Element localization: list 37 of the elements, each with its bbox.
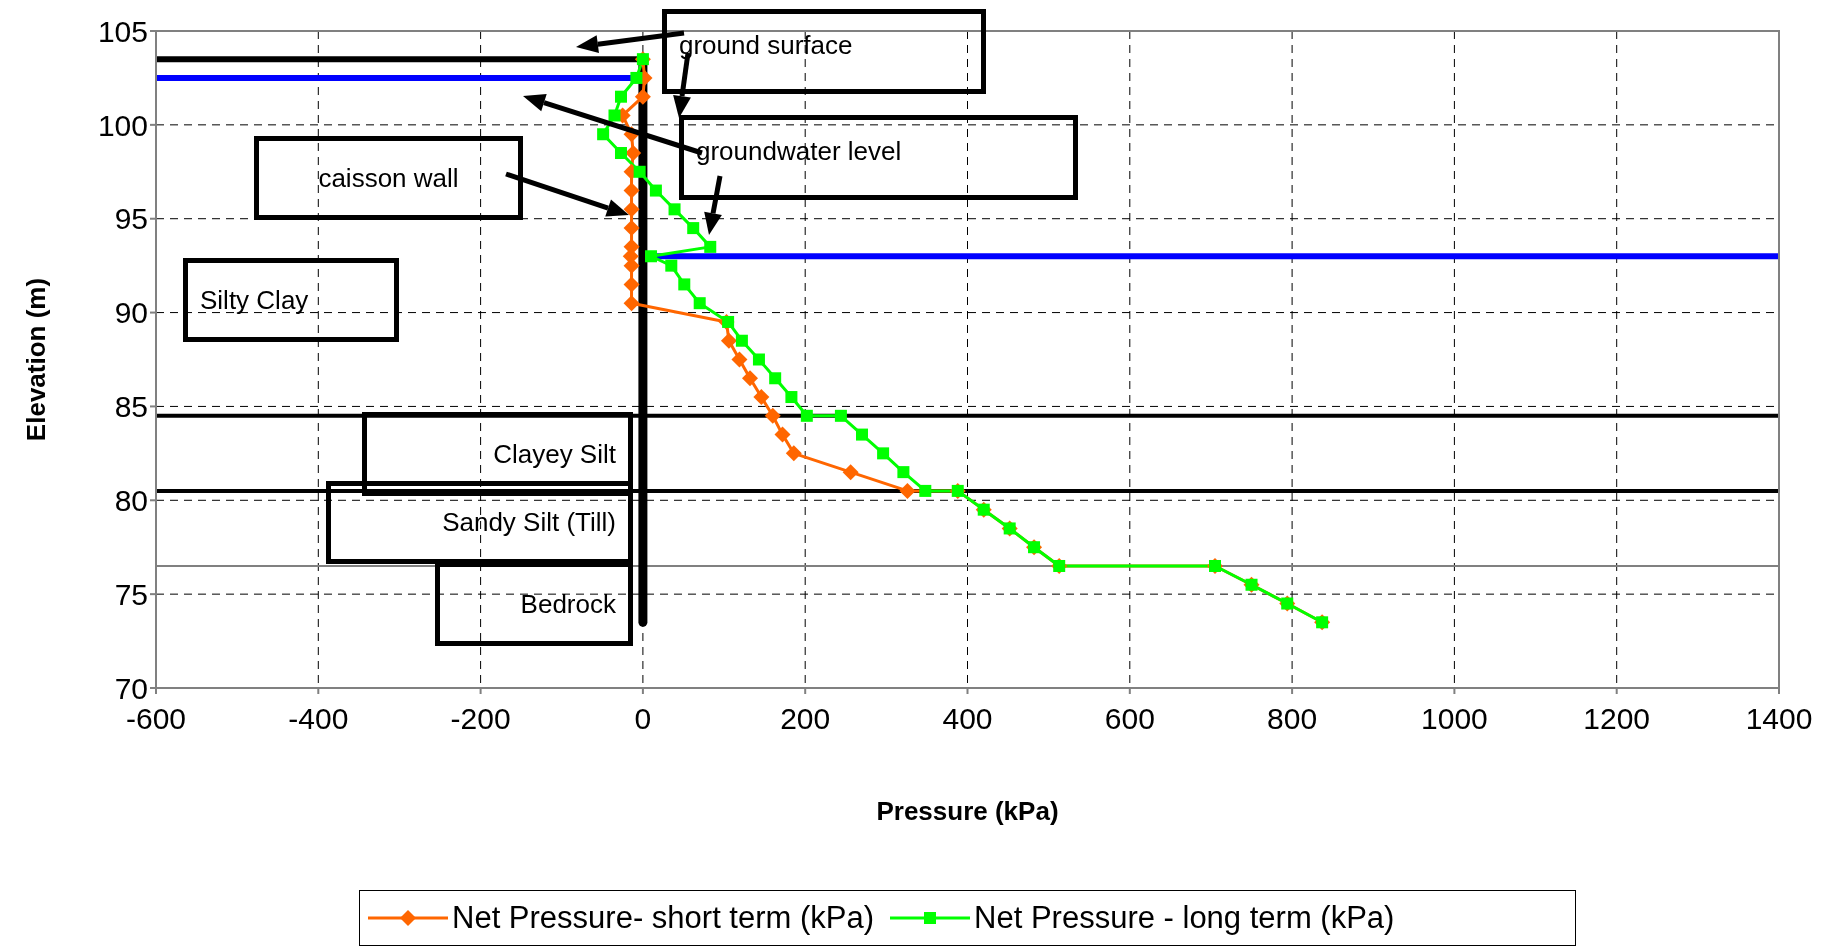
x-tick-label: 600 — [1104, 702, 1155, 736]
legend-label: Net Pressure - long term (kPa) — [974, 900, 1395, 936]
text-box: Clayey Silt — [362, 412, 633, 496]
y-tick-label: 90 — [114, 296, 148, 330]
text-box: groundwater level — [679, 115, 1078, 200]
text-box: Silty Clay — [183, 258, 399, 342]
text-box: Bedrock — [435, 562, 633, 646]
y-tick-label: 85 — [114, 390, 148, 424]
x-tick-label: 400 — [942, 702, 993, 736]
x-tick-label: -400 — [288, 702, 349, 736]
text-box: caisson wall — [254, 136, 523, 220]
x-tick-label: 800 — [1267, 702, 1318, 736]
x-tick-label: -600 — [125, 702, 187, 736]
text-box: Sandy Silt (Till) — [326, 481, 633, 564]
y-tick-label: 70 — [114, 671, 148, 705]
annotation: Sandy Silt (Till) — [442, 507, 616, 538]
y-tick-label: 75 — [114, 577, 148, 611]
annotation: caisson wall — [318, 162, 459, 194]
x-tick-label: 1400 — [1745, 702, 1813, 736]
x-tick-label: 1000 — [1421, 702, 1488, 736]
x-tick-label: 0 — [634, 702, 652, 736]
x-tick-label: -200 — [450, 702, 511, 736]
y-tick-label: 105 — [97, 14, 148, 48]
legend-label: Net Pressure- short term (kPa) — [452, 900, 875, 936]
annotation: ground surface — [679, 30, 853, 61]
x-tick-label: 200 — [780, 702, 831, 736]
annotation: groundwater level — [696, 136, 902, 167]
annotation: Bedrock — [520, 588, 616, 620]
y-tick-label: 95 — [114, 202, 148, 236]
y-tick-label: 100 — [97, 108, 148, 142]
text-box: ground surface — [662, 9, 986, 94]
y-axis-title: Elevation (m) — [21, 277, 52, 442]
x-axis-title: Pressure (kPa) — [876, 796, 1059, 826]
x-tick-label: 1200 — [1583, 702, 1651, 736]
annotation: Clayey Silt — [493, 438, 616, 470]
annotation: Silty Clay — [200, 284, 309, 316]
y-tick-label: 80 — [114, 483, 148, 517]
